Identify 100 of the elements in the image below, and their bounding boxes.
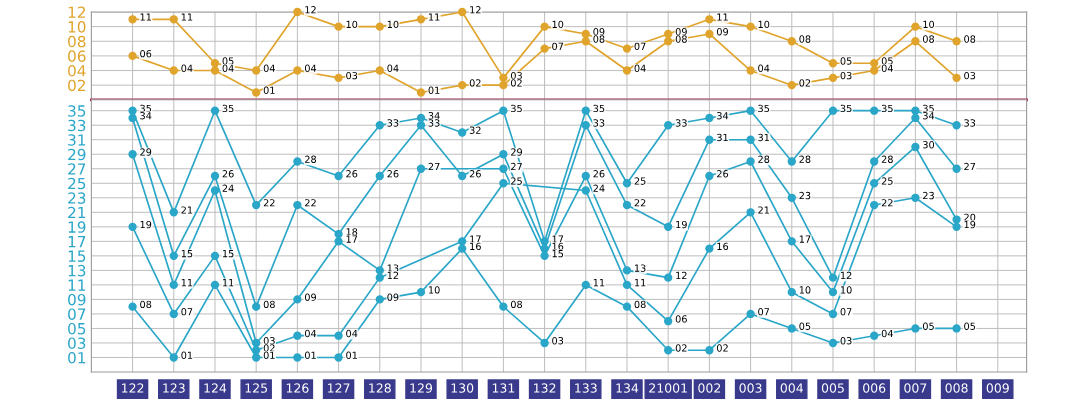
x-tick-label: 006 xyxy=(863,383,886,393)
data-label: 04 xyxy=(263,64,275,72)
x-tick-label: 122 xyxy=(122,383,144,393)
data-label: 11 xyxy=(717,13,728,21)
y-tick-label: 13 xyxy=(68,264,86,277)
data-label: 01 xyxy=(181,351,193,359)
data-label: 03 xyxy=(964,71,976,80)
data-label: 08 xyxy=(922,35,935,43)
data-label: 07 xyxy=(552,42,564,51)
data-label: 05 xyxy=(799,322,811,330)
data-label: 03 xyxy=(510,71,522,80)
data-label: 09 xyxy=(593,28,605,36)
x-tick-label: 004 xyxy=(780,383,804,393)
y-tick-label: 23 xyxy=(68,192,86,204)
data-label: 09 xyxy=(716,28,729,36)
data-label: 29 xyxy=(140,148,152,156)
data-label: 26 xyxy=(717,170,729,178)
data-label: 01 xyxy=(304,351,316,359)
data-label: 22 xyxy=(263,199,275,207)
y-tick-label: 08 xyxy=(68,35,86,48)
data-label: 10 xyxy=(387,20,399,29)
x-tick-label: 128 xyxy=(369,383,391,393)
data-label: 27 xyxy=(964,162,976,171)
data-label: 03 xyxy=(263,337,275,345)
y-tick-label: 25 xyxy=(68,177,86,190)
data-label: 11 xyxy=(634,279,646,287)
data-label: 15 xyxy=(222,250,234,258)
x-tick-label: 129 xyxy=(410,383,433,393)
data-label: 35 xyxy=(140,104,152,113)
data-label: 26 xyxy=(387,170,399,178)
data-label: 18 xyxy=(346,228,358,236)
data-label: 02 xyxy=(675,344,687,352)
data-label: 02 xyxy=(263,344,275,352)
y-tick-label: 17 xyxy=(68,236,86,248)
data-label: 01 xyxy=(346,351,357,359)
x-tick-label: 008 xyxy=(945,383,968,393)
data-label: 16 xyxy=(552,242,564,251)
data-label: 33 xyxy=(593,119,605,127)
x-tick-label: 126 xyxy=(286,383,309,393)
data-label: 03 xyxy=(552,337,564,345)
data-label: 26 xyxy=(469,170,481,178)
data-label: 19 xyxy=(964,220,976,229)
data-label: 03 xyxy=(346,71,358,80)
data-label: 01 xyxy=(428,86,440,94)
data-label: 08 xyxy=(263,300,275,309)
data-label: 32 xyxy=(469,126,481,134)
data-label: 11 xyxy=(428,13,440,21)
data-label: 34 xyxy=(923,112,935,120)
data-label: 27 xyxy=(511,162,522,171)
data-label: 35 xyxy=(222,104,234,113)
data-label: 17 xyxy=(346,235,358,243)
data-label: 19 xyxy=(676,220,687,229)
data-label: 10 xyxy=(552,20,564,29)
data-label: 04 xyxy=(881,329,893,338)
data-label: 25 xyxy=(881,177,893,185)
x-tick-label: 124 xyxy=(204,383,227,393)
data-label: 08 xyxy=(799,35,811,43)
data-label: 12 xyxy=(676,271,687,279)
data-label: 12 xyxy=(841,271,852,279)
data-label: 31 xyxy=(717,133,728,142)
data-label: 11 xyxy=(181,279,193,287)
data-label: 08 xyxy=(140,300,152,309)
data-label: 04 xyxy=(387,64,399,72)
data-label: 07 xyxy=(634,42,646,51)
data-label: 27 xyxy=(428,162,440,171)
data-label: 31 xyxy=(758,133,769,142)
data-label: 09 xyxy=(304,293,317,301)
data-label: 05 xyxy=(881,57,893,65)
x-tick-label: 130 xyxy=(451,383,474,393)
data-label: 25 xyxy=(634,177,646,185)
data-label: 34 xyxy=(140,112,152,120)
data-label: 08 xyxy=(510,300,523,309)
data-label: 04 xyxy=(304,329,317,338)
data-label: 05 xyxy=(222,57,234,65)
data-label: 02 xyxy=(799,79,811,87)
data-label: 11 xyxy=(181,13,193,21)
data-label: 04 xyxy=(346,329,358,338)
data-label: 33 xyxy=(387,119,399,127)
data-label: 17 xyxy=(552,235,564,243)
data-label: 12 xyxy=(305,6,316,14)
y-tick-label: 05 xyxy=(68,322,86,335)
data-label: 16 xyxy=(717,242,729,251)
data-label: 34 xyxy=(717,112,729,120)
x-tick-label: 133 xyxy=(575,383,597,393)
data-label: 35 xyxy=(840,104,852,113)
data-label: 05 xyxy=(840,57,852,65)
data-label: 16 xyxy=(470,242,481,251)
data-label: 03 xyxy=(840,337,852,345)
data-label: 07 xyxy=(758,308,770,316)
y-tick-label: 03 xyxy=(68,337,86,349)
data-label: 35 xyxy=(511,104,522,113)
data-label: 28 xyxy=(758,155,770,163)
data-label: 21 xyxy=(181,206,193,214)
data-label: 33 xyxy=(428,119,440,127)
data-label: 13 xyxy=(634,264,646,272)
y-tick-label: 15 xyxy=(68,250,86,262)
x-tick-label: 003 xyxy=(739,383,762,393)
x-tick-label: 127 xyxy=(328,383,350,393)
x-tick-label: 125 xyxy=(245,383,268,393)
y-tick-label: 01 xyxy=(68,351,86,364)
